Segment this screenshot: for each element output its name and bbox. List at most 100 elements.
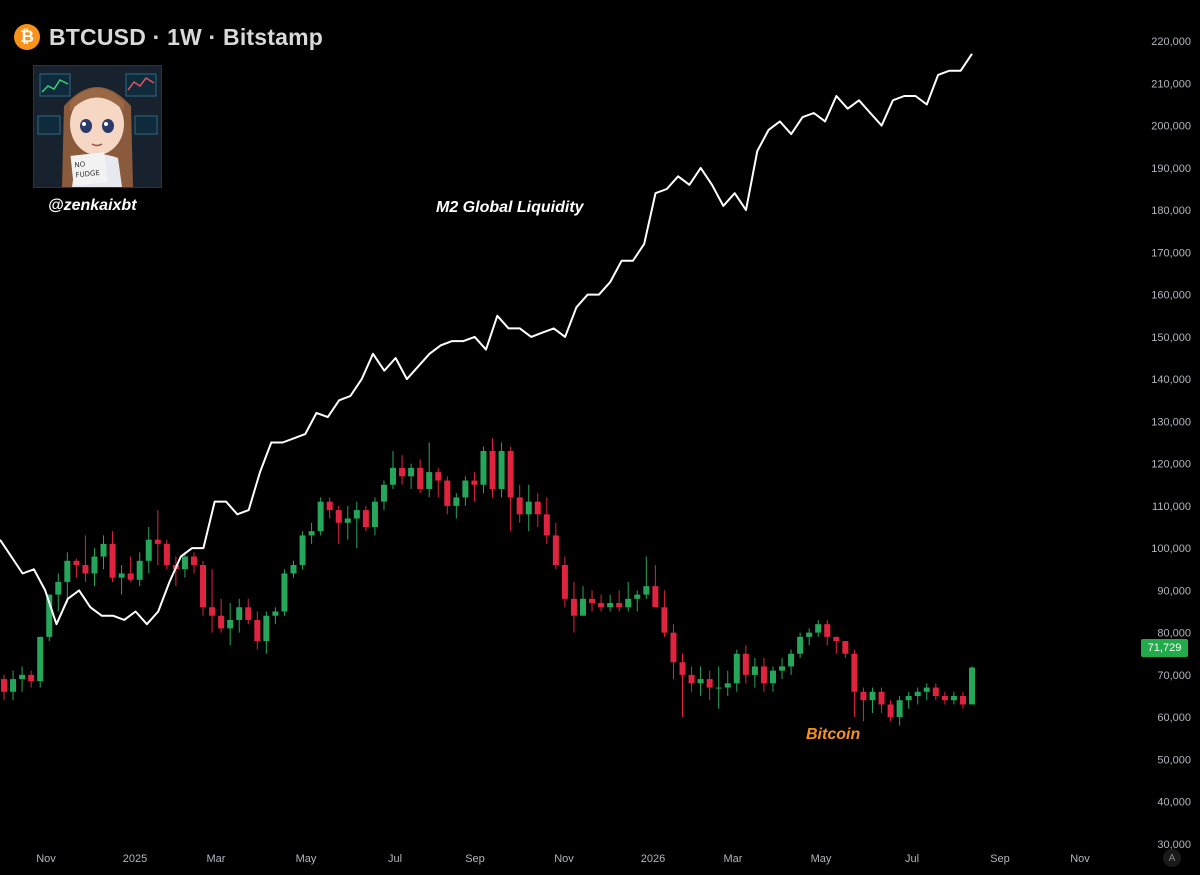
price-tick-label: 110,000 — [1152, 501, 1191, 513]
candle-body — [552, 535, 559, 566]
candle — [100, 535, 107, 570]
candle-body — [534, 501, 541, 515]
candle-body — [453, 497, 460, 506]
candle-body — [37, 636, 44, 682]
price-axis[interactable]: 220,000 210,000 200,000 190,000 180,000 170,0… — [1151, 36, 1191, 851]
candle-body — [10, 679, 17, 692]
candle — [652, 565, 659, 608]
time-tick-label: Nov — [554, 853, 574, 865]
time-tick-label: May — [811, 853, 832, 865]
price-tick-label: 90,000 — [1157, 585, 1191, 597]
candle-body — [245, 607, 252, 620]
candle-body — [733, 653, 740, 684]
candle-body — [127, 573, 134, 580]
price-tick-label: 40,000 — [1157, 797, 1191, 809]
bitcoin-icon[interactable]: ₿ — [14, 24, 40, 50]
candle — [932, 683, 939, 701]
candle — [905, 691, 912, 709]
candle-body — [209, 607, 216, 616]
candle-body — [426, 472, 433, 489]
candle-body — [769, 670, 776, 684]
candle-body — [950, 696, 957, 701]
candle — [869, 687, 876, 713]
time-tick-label: 2025 — [123, 853, 147, 865]
symbol-title[interactable]: BTCUSD · 1W · Bitstamp — [49, 23, 324, 50]
candle-body — [272, 611, 279, 616]
candle-body — [380, 484, 387, 502]
time-axis[interactable]: Nov 2025 Mar May Jul Sep Nov 2026 Mar May Jul Sep No… — [36, 853, 1090, 865]
price-tick-label: 170,000 — [1151, 247, 1191, 259]
candle — [227, 603, 234, 646]
auto-scale-button[interactable]: A — [1163, 849, 1181, 867]
price-tick-label: 30,000 — [1157, 839, 1191, 851]
price-tick-label: 60,000 — [1157, 712, 1191, 724]
candle — [453, 493, 460, 519]
candle — [218, 598, 225, 633]
candle — [308, 522, 315, 544]
candle — [290, 560, 297, 578]
price-tick-label: 140,000 — [1151, 374, 1191, 386]
candle — [272, 607, 279, 625]
candle — [896, 696, 903, 726]
candle-body — [670, 632, 677, 663]
bitcoin-annotation: Bitcoin — [806, 726, 861, 743]
candle — [751, 657, 758, 688]
price-tick-label: 70,000 — [1157, 670, 1191, 682]
candle-body — [896, 700, 903, 718]
candle — [254, 611, 261, 650]
candle — [236, 598, 243, 633]
candle-body — [941, 696, 948, 701]
candle — [1, 674, 7, 701]
candle-body — [715, 687, 722, 689]
candle-body — [806, 632, 813, 637]
candle — [887, 700, 894, 722]
avatar-sign-line1: NO — [74, 160, 86, 169]
candle-body — [335, 510, 342, 523]
candle — [145, 527, 152, 574]
candle-body — [145, 539, 152, 561]
candle — [706, 670, 713, 701]
candle-body — [408, 467, 415, 477]
candle-body — [100, 543, 107, 557]
anime-avatar-icon: NO FUDGE — [33, 65, 162, 188]
candle — [28, 670, 35, 688]
candle — [824, 619, 831, 646]
price-tick-label: 210,000 — [1151, 78, 1191, 90]
candle-body — [118, 573, 125, 578]
candle-body — [589, 598, 596, 604]
candle — [444, 476, 451, 515]
candle-body — [462, 480, 469, 498]
candle — [788, 649, 795, 675]
price-tick-label: 130,000 — [1151, 416, 1191, 428]
candle-body — [661, 607, 668, 633]
candle — [534, 493, 541, 527]
candle — [82, 535, 89, 582]
candle — [697, 666, 704, 696]
candle — [136, 552, 143, 587]
candle-body — [435, 472, 442, 481]
candle — [408, 463, 415, 489]
candle-body — [362, 510, 369, 527]
candle-body — [390, 467, 397, 485]
candle — [263, 611, 270, 654]
candle — [742, 645, 749, 684]
candle-body — [797, 636, 804, 654]
candle-body — [64, 560, 71, 582]
candle — [959, 691, 966, 709]
candle-body — [109, 543, 116, 578]
time-tick-label: May — [296, 853, 317, 865]
candle — [245, 598, 252, 625]
candle — [598, 594, 605, 612]
candle — [779, 657, 786, 680]
candle-body — [570, 598, 577, 616]
candle — [462, 476, 469, 506]
candle-body — [227, 619, 234, 629]
candle-body — [751, 666, 758, 675]
candle-body — [417, 467, 424, 489]
candle-body — [471, 480, 478, 485]
candle — [127, 556, 134, 582]
candle — [616, 590, 623, 612]
time-tick-label: Sep — [990, 853, 1010, 865]
candle-body — [344, 518, 351, 523]
